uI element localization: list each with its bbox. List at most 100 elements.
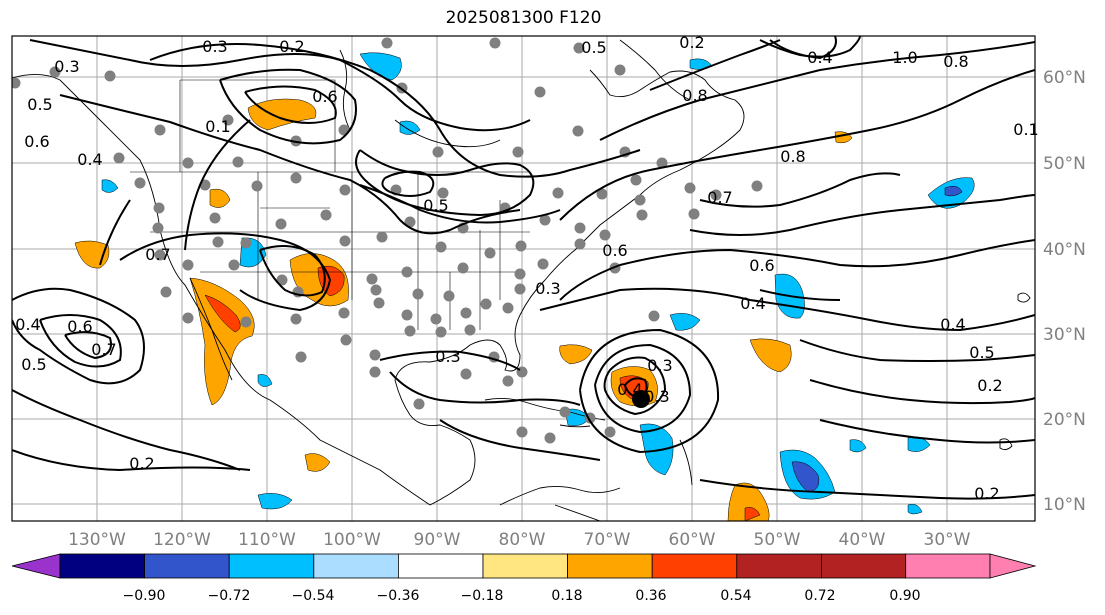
contour-label: 0.7 (707, 188, 732, 207)
lon-label: 30°W (924, 530, 971, 550)
colorbar-tick-label: 0.72 (804, 588, 835, 604)
contour-label: 0.5 (969, 343, 994, 362)
contour-label: 0.3 (644, 387, 669, 406)
anomaly-blob (101, 179, 119, 193)
anomaly-blob (304, 453, 331, 472)
colorbar-bin (313, 553, 399, 579)
lat-label: 10°N (1043, 495, 1086, 515)
anomaly-blob (749, 338, 792, 373)
contour-label: 0.3 (54, 57, 79, 76)
contour-lines (12, 36, 1035, 500)
anomaly-blob (257, 493, 293, 510)
contour-label: 0.6 (602, 241, 627, 260)
colorbar-tick-label: −0.54 (292, 588, 335, 604)
colorbar-tick-label: 0.90 (889, 588, 920, 604)
lon-label: 70°W (584, 530, 631, 550)
anomaly-blob (669, 313, 701, 331)
storm-center-marker (632, 390, 650, 408)
anomaly-blob (247, 98, 317, 131)
contour-label: 0.5 (27, 95, 52, 114)
colorbar-bin (228, 553, 315, 579)
map-title: 2025081300 F120 (445, 8, 602, 28)
contour-label: 0.6 (24, 132, 49, 151)
contour-label: 1.0 (892, 48, 917, 67)
colorbar-bin (821, 553, 907, 579)
map-frame (11, 35, 1036, 522)
longitude-labels: 130°W 120°W 110°W 100°W 90°W 80°W 70°W 6… (68, 530, 971, 550)
anomaly-blob (639, 423, 674, 476)
contour-label: 0.6 (67, 317, 92, 336)
anomaly-blob (257, 374, 273, 387)
lon-label: 90°W (414, 530, 461, 550)
lat-label: 50°N (1043, 154, 1086, 174)
anomaly-blob (727, 482, 770, 521)
contour-label: 0.4 (77, 150, 102, 169)
lat-label: 20°N (1043, 410, 1086, 430)
contour-label: 0.8 (780, 147, 805, 166)
lon-label: 130°W (68, 530, 126, 550)
contour-label: 0.8 (943, 52, 968, 71)
colorbar-tick-label: −0.90 (123, 588, 166, 604)
contour-label: 0.2 (129, 454, 154, 473)
colorbar-bin (59, 553, 145, 579)
colorbar-bin (567, 553, 653, 579)
contour-label: 0.6 (749, 256, 774, 275)
anomaly-blob (849, 439, 867, 453)
contour-label: 0.4 (807, 48, 832, 67)
anomaly-blob (189, 277, 255, 406)
shaded-anomalies (74, 52, 975, 521)
colorbar-over-arrow (989, 553, 1037, 579)
colorbar-tick-label: 0.18 (551, 588, 582, 604)
colorbar-tick-label: −0.18 (461, 588, 504, 604)
contour-label: 0.2 (977, 376, 1002, 395)
lon-label: 120°W (153, 530, 211, 550)
colorbar-bin (651, 553, 738, 579)
anomaly-blob (944, 185, 963, 197)
lon-label: 60°W (669, 530, 716, 550)
contour-labels: 0.3 0.2 0.5 0.3 0.6 0.1 0.5 0.4 0.3 0.4 … (15, 33, 1038, 503)
station-dots (12, 37, 763, 444)
contour-label: 0.2 (974, 484, 999, 503)
anomaly-blob (209, 188, 231, 208)
anomaly-blob (559, 344, 593, 365)
anomaly-blob (204, 294, 241, 333)
contour-label: 0.4 (15, 315, 40, 334)
contour-label: 0.6 (312, 87, 337, 106)
lon-label: 110°W (238, 530, 296, 550)
colorbar-bin (397, 553, 484, 579)
contour-label: 0.4 (740, 294, 765, 313)
contour-label: 0.3 (647, 356, 672, 375)
contour-label: 0.5 (21, 355, 46, 374)
latitude-labels: 60°N 50°N 40°N 30°N 20°N 10°N (1043, 68, 1086, 515)
lon-label: 100°W (323, 530, 381, 550)
contour-label: 0.3 (435, 347, 460, 366)
colorbar-tick-label: −0.36 (377, 588, 420, 604)
contour-label: 0.7 (145, 245, 170, 264)
lat-label: 60°N (1043, 68, 1086, 88)
colorbar-tick-label: 0.36 (635, 588, 666, 604)
lat-label: 30°N (1043, 325, 1086, 345)
contour-label: 0.1 (205, 117, 230, 136)
lon-label: 40°W (839, 530, 886, 550)
lat-label: 40°N (1043, 240, 1086, 260)
coastlines (12, 39, 1031, 521)
contour-label: 0.4 (617, 380, 642, 399)
colorbar-bin (144, 553, 230, 579)
anomaly-blob (744, 507, 761, 521)
contour-label: 0.1 (1013, 120, 1038, 139)
contour-label: 0.4 (940, 315, 965, 334)
contour-label: 0.2 (679, 33, 704, 52)
colorbar-bin (905, 553, 991, 579)
contour-label: 0.2 (279, 37, 304, 56)
anomaly-blob (907, 504, 923, 515)
contour-label: 0.7 (91, 340, 116, 359)
contour-label: 0.5 (581, 38, 606, 57)
contour-label: 0.3 (202, 37, 227, 56)
colorbar-under-arrow (11, 553, 61, 579)
contour-label: 0.5 (423, 196, 448, 215)
colorbar-bin (736, 553, 822, 579)
colorbar-tick-label: −0.72 (208, 588, 251, 604)
lon-label: 80°W (499, 530, 546, 550)
colorbar-tick-label: 0.54 (720, 588, 751, 604)
